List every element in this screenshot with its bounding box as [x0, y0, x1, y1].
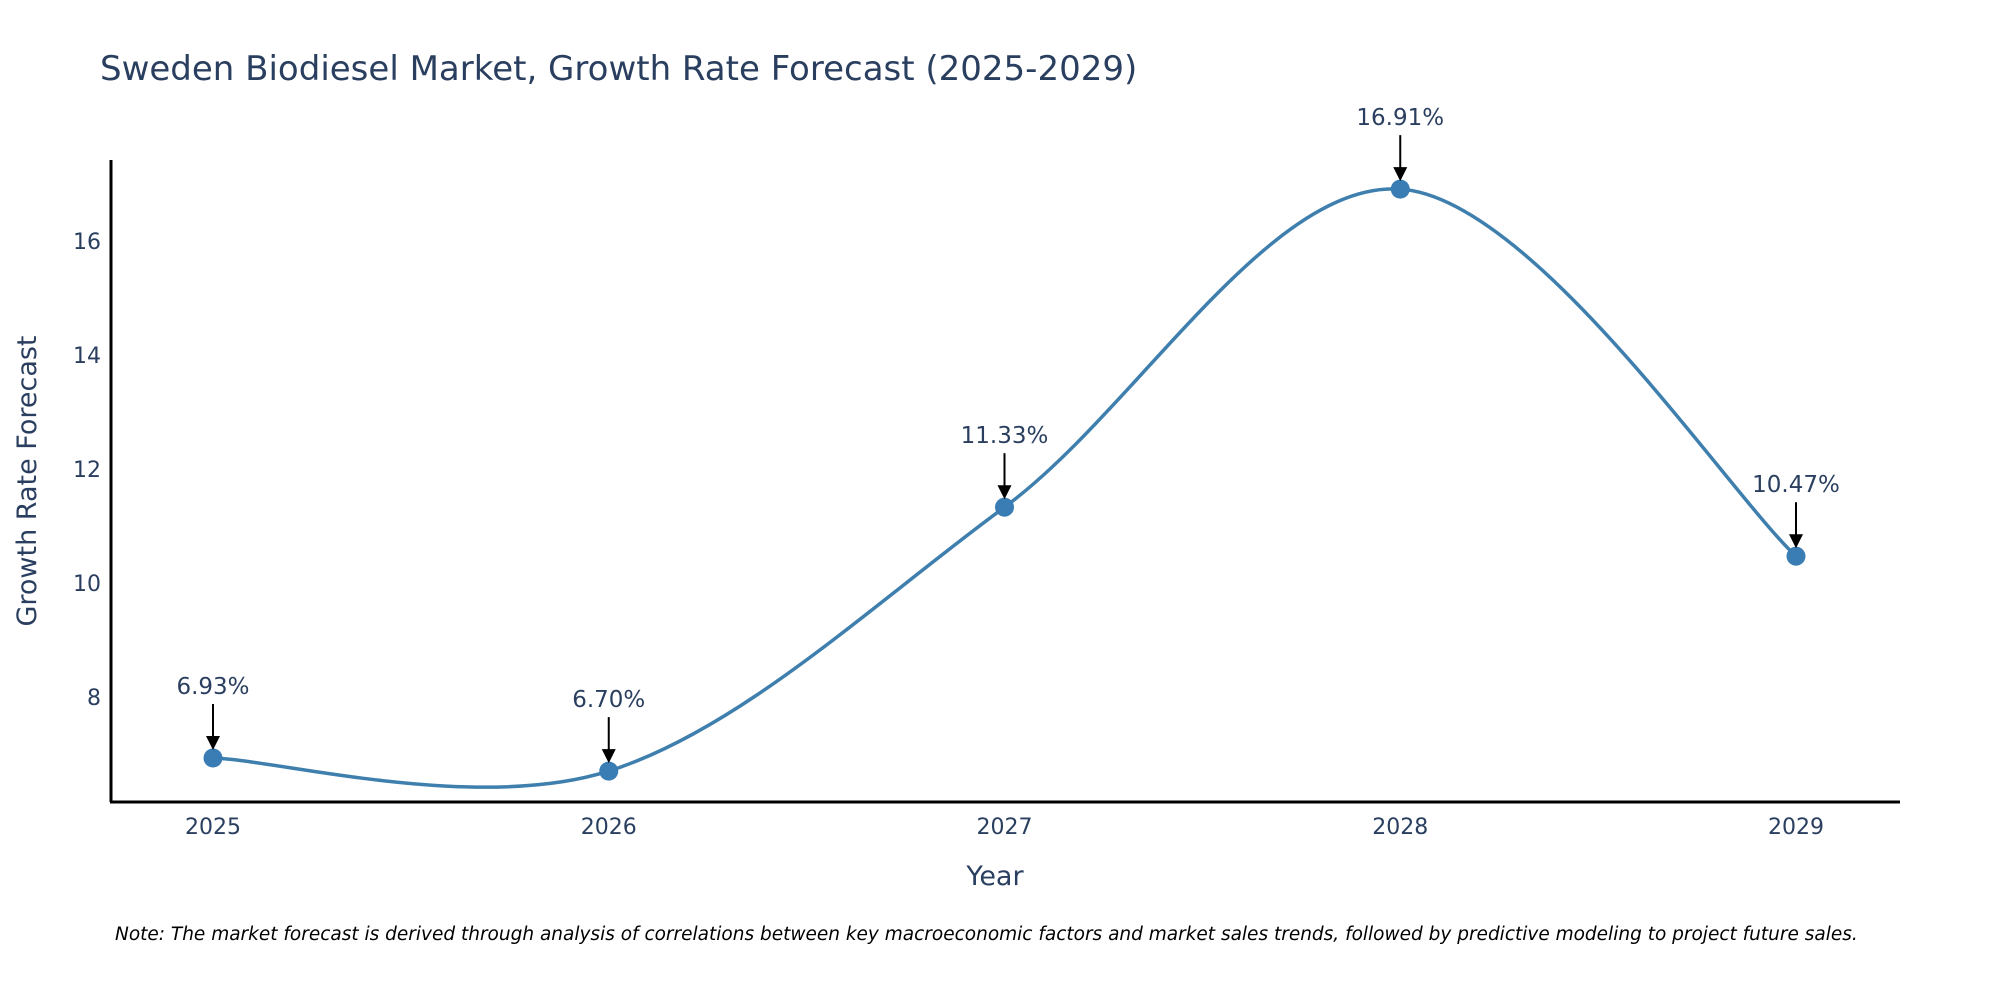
data-point-marker[interactable]	[599, 761, 619, 781]
chart-title: Sweden Biodiesel Market, Growth Rate For…	[100, 49, 1137, 89]
data-point-marker[interactable]	[1786, 546, 1806, 566]
annotation-arrowhead	[997, 485, 1012, 500]
y-tick-label: 8	[87, 686, 101, 711]
y-tick-label: 16	[73, 230, 101, 255]
footnote: Note: The market forecast is derived thr…	[115, 924, 1858, 945]
data-label: 16.91%	[1356, 105, 1444, 131]
annotation-arrowhead	[601, 749, 616, 764]
x-axis-title: Year	[965, 861, 1024, 892]
y-tick-label: 14	[73, 344, 101, 369]
y-tick-label: 10	[73, 572, 101, 597]
data-label: 11.33%	[961, 423, 1049, 449]
y-axis-title: Growth Rate Forecast	[12, 335, 43, 626]
x-tick-label: 2029	[1768, 815, 1824, 840]
data-label: 10.47%	[1752, 472, 1840, 498]
x-tick-label: 2028	[1372, 815, 1428, 840]
series-line	[211, 187, 1798, 789]
data-label: 6.70%	[572, 687, 645, 713]
y-tick-label: 12	[73, 458, 101, 483]
y-axis-ticks: 8 10 12 14 16	[73, 230, 101, 711]
data-point-marker[interactable]	[1390, 179, 1410, 199]
annotation-arrowhead	[1789, 534, 1803, 549]
data-label: 6.93%	[176, 674, 249, 700]
x-tick-label: 2025	[185, 815, 241, 840]
data-point-marker[interactable]	[203, 748, 223, 768]
x-tick-label: 2027	[977, 815, 1033, 840]
x-tick-label: 2026	[581, 815, 637, 840]
annotation-arrowhead	[1393, 167, 1408, 182]
annotation-arrowhead	[206, 735, 220, 750]
x-axis-ticks: 2025 2026 2027 2028 2029	[185, 815, 1824, 840]
data-point-marker[interactable]	[995, 497, 1014, 517]
plot-area: 6.93% 6.70% 11.33% 16.91% 10.47%	[176, 105, 1840, 789]
